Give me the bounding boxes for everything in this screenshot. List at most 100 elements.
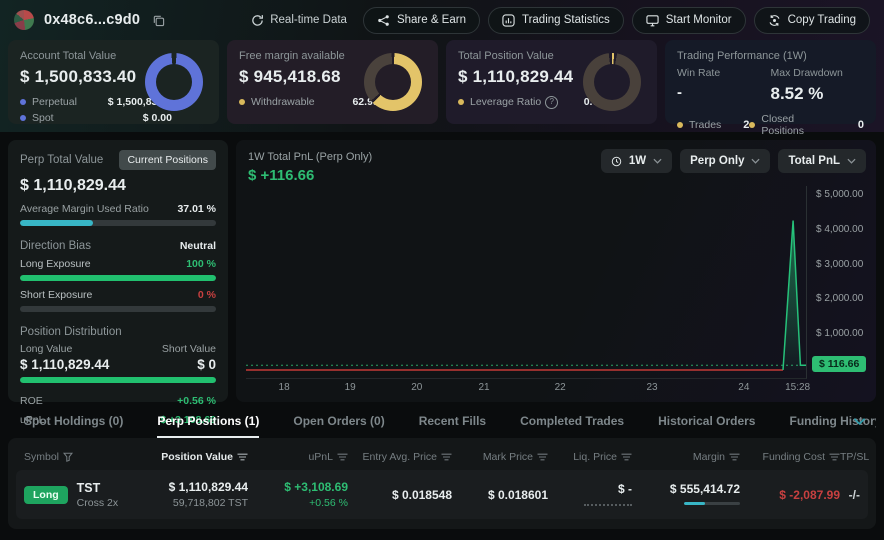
x-axis-tick: 24 [738, 382, 750, 393]
tab-recent-fills[interactable]: Recent Fills [418, 414, 487, 428]
chart-title: 1W Total PnL (Perp Only) [248, 151, 373, 163]
copy-trading-button[interactable]: Copy Trading [753, 6, 870, 34]
y-axis-labels: $ 5,000.00 $ 4,000.00 $ 3,000.00 $ 2,000.00… [816, 186, 876, 378]
tab-funding-history[interactable]: Funding History [789, 414, 876, 428]
x-axis-labels: 18 19 20 21 22 23 24 15:28 [246, 382, 811, 396]
sort-icon [337, 453, 348, 461]
timeframe-dropdown[interactable]: 1W [600, 149, 673, 173]
share-earn-button[interactable]: Share & Earn [362, 6, 480, 34]
metric-value: Total PnL [788, 155, 840, 167]
tab-historical-orders[interactable]: Historical Orders [658, 414, 756, 428]
pnl-plot-area[interactable] [246, 186, 807, 379]
realtime-data-button[interactable]: Real-time Data [243, 10, 355, 31]
short-exposure-bar [20, 306, 216, 312]
tab-open-orders[interactable]: Open Orders (0) [293, 414, 385, 428]
start-monitor-button[interactable]: Start Monitor [631, 6, 746, 34]
legend-row-spot: Spot $ 0.00 [20, 110, 172, 126]
account-total-value: $ 1,500,833.40 [20, 67, 137, 86]
start-monitor-label: Start Monitor [665, 14, 732, 26]
last-value-badge: $ 116.66 [812, 356, 867, 373]
y-axis-tick: $ 4,000.00 [816, 223, 864, 235]
monitor-icon [646, 14, 659, 27]
perpetual-label: Perpetual [32, 96, 77, 108]
trades-label: Trades [689, 119, 722, 131]
bottom-section: Spot Holdings (0) Perp Positions (1) Ope… [8, 414, 876, 529]
header-zone: 0x48c6...c9d0 Real-time Data Share & Ear… [0, 0, 884, 137]
timeframe-value: 1W [628, 155, 647, 167]
margin-used-ratio-value: 37.01 % [177, 203, 216, 215]
funding-cost-cell: $ -2,087.99 [779, 487, 840, 502]
trading-statistics-button[interactable]: Trading Statistics [487, 6, 624, 34]
y-axis-tick: $ 2,000.00 [816, 293, 864, 305]
x-axis-tick: 22 [554, 382, 566, 393]
col-entry-price[interactable]: Entry Avg. Price [348, 451, 452, 463]
x-axis-tick: 21 [478, 382, 490, 393]
tab-perp-positions[interactable]: Perp Positions (1) [157, 414, 259, 438]
margin-used-ratio-label: Average Margin Used Ratio [20, 203, 149, 215]
col-position-value[interactable]: Position Value [120, 451, 248, 463]
col-mark-price[interactable]: Mark Price [452, 451, 548, 463]
col-tpsl: TP/SL [840, 451, 870, 463]
chevron-down-icon [751, 158, 761, 164]
symbol-cell: Long TST Cross 2x [24, 481, 120, 509]
x-axis-tick: 20 [411, 382, 423, 393]
realtime-data-label: Real-time Data [270, 14, 347, 26]
copy-trading-icon [768, 14, 781, 27]
copy-address-icon[interactable] [152, 14, 165, 27]
wallet-address: 0x48c6...c9d0 [44, 12, 141, 28]
col-upnl[interactable]: uPnL [248, 451, 348, 463]
chart-controls: 1W Perp Only Total PnL [600, 149, 866, 173]
perp-total-value-title: Perp Total Value [20, 154, 104, 166]
metric-dropdown[interactable]: Total PnL [778, 149, 866, 173]
filter-icon [63, 452, 74, 462]
col-symbol[interactable]: Symbol [24, 451, 120, 463]
col-funding-cost[interactable]: Funding Cost [740, 451, 840, 463]
topbar-actions: Real-time Data Share & Earn Trading Stat… [243, 6, 870, 34]
table-row[interactable]: Long TST Cross 2x $ 1,110,829.44 59,718,… [16, 470, 868, 519]
sort-icon [829, 453, 840, 461]
short-value-label: Short Value [161, 343, 216, 355]
long-exposure-label: Long Exposure [20, 258, 91, 270]
liq-price-cell: $ - [548, 482, 632, 508]
max-drawdown-label: Max Drawdown [770, 67, 843, 79]
spot-value: $ 0.00 [142, 112, 172, 124]
entry-price-cell: $ 0.018548 [391, 487, 452, 502]
tab-spot-holdings[interactable]: Spot Holdings (0) [24, 414, 124, 428]
y-axis-tick: $ 5,000.00 [816, 188, 864, 200]
wallet-avatar [14, 10, 34, 30]
trading-performance-card: Trading Performance (1W) Win Rate - Max … [665, 40, 876, 137]
col-margin[interactable]: Margin [632, 451, 740, 463]
long-value-label: Long Value [20, 343, 73, 355]
col-liq-price[interactable]: Liq. Price [548, 451, 632, 463]
card-title: Trading Performance (1W) [677, 50, 807, 62]
share-earn-label: Share & Earn [396, 14, 466, 26]
share-icon [377, 14, 390, 27]
tpsl-cell[interactable]: -/- [848, 487, 860, 502]
direction-bias-label: Direction Bias [20, 240, 91, 252]
performance-columns: Win Rate - Max Drawdown 8.52 % [677, 67, 864, 104]
short-value: $ 0 [197, 357, 216, 372]
margin-cell: $ 555,414.72 [632, 482, 740, 507]
pnl-line-chart [246, 220, 806, 371]
leverage-mode: Cross 2x [76, 496, 119, 509]
chevron-down-icon [847, 158, 856, 164]
topbar: 0x48c6...c9d0 Real-time Data Share & Ear… [0, 0, 884, 40]
account-total-value-card: Account Total Value $ 1,500,833.40 Perpe… [8, 40, 219, 124]
roe-label: ROE [20, 395, 43, 407]
tab-completed-trades[interactable]: Completed Trades [520, 414, 625, 428]
x-axis-tick: 19 [344, 382, 356, 393]
market-dropdown[interactable]: Perp Only [680, 149, 771, 173]
card-title: Account Total Value [20, 50, 117, 62]
sort-icon [441, 453, 452, 461]
trades-value: 2 [743, 119, 750, 131]
current-positions-button[interactable]: Current Positions [119, 150, 216, 170]
leverage-ratio-label: Leverage Ratio [470, 96, 542, 108]
y-axis-tick: $ 1,000.00 [816, 328, 864, 340]
spot-dot-icon [20, 115, 26, 121]
tabs-expand-chevron-icon[interactable] [853, 417, 866, 426]
perp-total-value-panel: Perp Total Value Current Positions $ 1,1… [8, 140, 228, 426]
help-icon[interactable] [545, 95, 559, 109]
upnl-cell: $ +3,108.69 +0.56 % [284, 480, 348, 509]
direction-bias-value: Neutral [179, 240, 216, 252]
margin-used-ratio-bar [20, 220, 216, 226]
